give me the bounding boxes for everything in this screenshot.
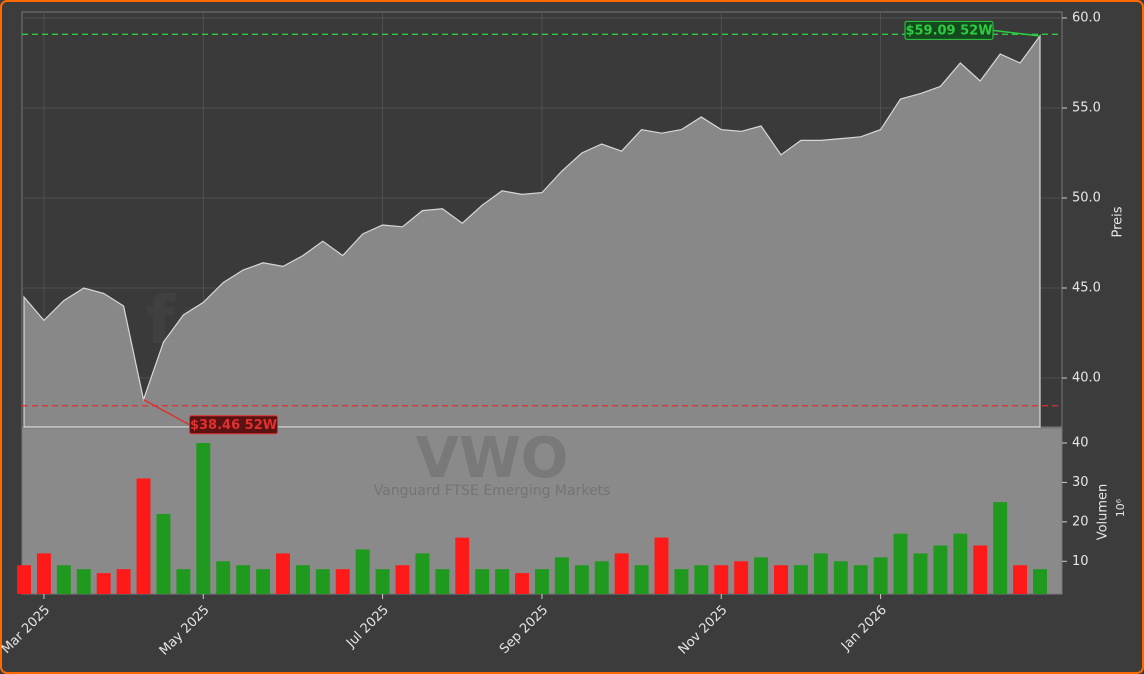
volume-bar xyxy=(833,561,848,594)
volume-bar xyxy=(196,442,211,594)
volume-bar xyxy=(993,502,1008,594)
volume-bar xyxy=(634,565,649,594)
y-tick-label: 60.0 xyxy=(1072,10,1101,25)
y-tick-label: 40.0 xyxy=(1072,371,1101,386)
price-area xyxy=(23,34,1041,428)
volume-bar xyxy=(375,569,390,594)
volume-bar xyxy=(256,569,271,594)
annotation-label: $38.46 52W xyxy=(190,418,277,433)
volume-bar xyxy=(1033,569,1047,594)
volume-bar xyxy=(893,533,908,594)
volume-bar xyxy=(415,553,430,594)
watermark-ticker: VWO xyxy=(416,426,569,491)
volume-bar xyxy=(813,553,828,594)
volume-bar xyxy=(754,557,769,594)
volume-bar xyxy=(953,533,968,594)
y-tick-label: 50.0 xyxy=(1072,190,1101,205)
volume-bar xyxy=(455,537,470,594)
volume-bar xyxy=(873,557,888,594)
y-tick-label: 40 xyxy=(1072,435,1089,450)
annotation-arrow xyxy=(143,398,190,426)
volume-bar xyxy=(1013,565,1028,594)
annotation-box xyxy=(189,415,279,435)
volume-bar xyxy=(793,565,808,594)
annotation-arrow xyxy=(992,29,1041,37)
volume-bar xyxy=(395,565,410,594)
volume-bar xyxy=(76,569,91,594)
annotation-label: $59.09 52W xyxy=(905,23,992,38)
volume-bar xyxy=(136,478,151,594)
volume-bar xyxy=(355,549,370,594)
y-tick-label: 10 xyxy=(1072,554,1089,569)
volume-bar xyxy=(276,553,290,594)
volume-bar xyxy=(116,569,131,594)
y-axis-unit: 10⁶ xyxy=(1114,498,1127,517)
volume-bar xyxy=(933,545,948,594)
y-axis-title: Preis xyxy=(1111,206,1126,237)
volume-bar xyxy=(774,565,788,594)
volume-bar xyxy=(335,569,350,594)
volume-bar xyxy=(714,565,729,594)
volume-panel xyxy=(21,427,1063,595)
y-tick-label: 20 xyxy=(1072,514,1089,529)
volume-bar xyxy=(534,569,549,594)
volume-bar xyxy=(36,553,51,594)
volume-bar xyxy=(654,537,669,594)
watermark-name: Vanguard FTSE Emerging Markets xyxy=(374,483,611,499)
volume-bar xyxy=(694,565,709,594)
volume-bar xyxy=(594,561,609,594)
y-axis-title: Volumen xyxy=(1096,484,1111,541)
volume-bar xyxy=(176,569,191,594)
volume-bar xyxy=(973,545,988,594)
volume-bar xyxy=(913,553,928,594)
y-tick-label: 45.0 xyxy=(1072,281,1101,296)
volume-bar xyxy=(17,565,31,594)
volume-bar xyxy=(734,561,749,594)
annotation-box xyxy=(904,20,994,40)
volume-bar xyxy=(216,561,231,594)
y-tick-label: 55.0 xyxy=(1072,100,1101,115)
volume-bar xyxy=(56,565,71,594)
volume-bar xyxy=(495,569,510,594)
volume-bar xyxy=(614,553,629,594)
volume-bar xyxy=(554,557,569,594)
volume-bar xyxy=(315,569,330,594)
volume-bar xyxy=(236,565,251,594)
volume-bar xyxy=(515,573,530,594)
volume-bar xyxy=(674,569,689,594)
y-tick-label: 30 xyxy=(1072,475,1089,490)
volume-bar xyxy=(853,565,868,594)
volume-bar xyxy=(435,569,450,594)
volume-bar xyxy=(96,573,111,594)
volume-bar xyxy=(475,569,490,594)
volume-bar xyxy=(156,513,171,594)
volume-bar xyxy=(295,565,310,594)
volume-bar xyxy=(574,565,589,594)
